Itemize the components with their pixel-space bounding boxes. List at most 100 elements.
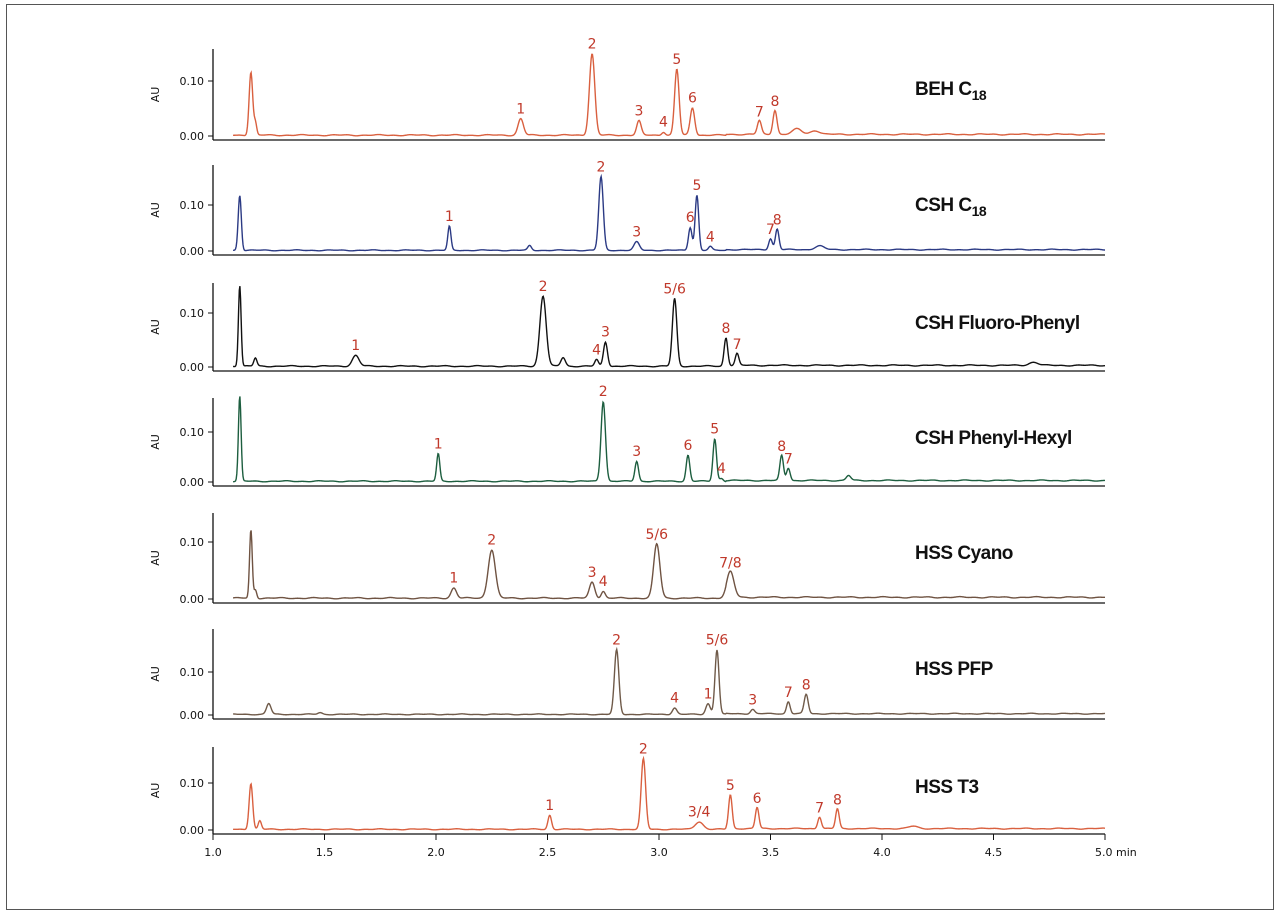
peak-label: 8: [770, 94, 779, 110]
column-title: HSS PFP: [915, 659, 994, 680]
y-tick-label: 0.10: [180, 307, 205, 320]
peak-label: 8: [777, 439, 786, 455]
chromatogram-trace: [233, 755, 1106, 831]
x-tick-label: 5.0 min: [1095, 846, 1137, 859]
peak-label: 8: [802, 678, 811, 694]
x-tick-label: 2.0: [427, 846, 445, 859]
peak-label: 1: [434, 437, 443, 453]
peak-label: 2: [487, 533, 496, 549]
y-tick-label: 0.10: [180, 666, 205, 679]
y-tick-label: 0.10: [180, 777, 205, 790]
chromatogram-trace: [233, 646, 1106, 716]
y-axis-label: AU: [149, 87, 162, 103]
peak-label: 7: [784, 452, 793, 468]
column-title: CSH Phenyl-Hexyl: [915, 428, 1072, 449]
panel-5: 0.00 0.10 AU 1 2 34 5/6 7/8 HSS Cyano: [149, 513, 1105, 606]
peak-label: 6: [686, 210, 695, 226]
column-title: HSS T3: [915, 777, 979, 798]
column-title-subscript: 18: [972, 203, 987, 219]
panel-4: 0.00 0.10 AU 1 2 3 6 5 4 87 CSH Phenyl-Hexyl: [149, 384, 1105, 489]
column-title: BEH C18: [915, 79, 987, 103]
y-tick-label: 0.00: [180, 361, 205, 374]
panel-7: 0.00 0.10 AU 1 2 3/4 5 6 7 8 HSS T3: [149, 742, 1106, 837]
peak-label: 1: [516, 102, 525, 118]
peak-label: 3/4: [688, 804, 711, 820]
y-tick-label: 0.00: [180, 130, 205, 143]
y-tick-label: 0.10: [180, 426, 205, 439]
y-axis-label: AU: [149, 434, 162, 450]
peak-label: 4: [659, 115, 668, 131]
peak-label: 4: [592, 343, 601, 359]
peak-label: 6: [688, 91, 697, 107]
peak-label: 8: [721, 321, 730, 337]
column-title-subscript: 18: [972, 87, 987, 103]
peak-label: 3: [632, 225, 641, 241]
x-tick-label: 1.0: [204, 846, 222, 859]
peak-label: 1: [351, 338, 360, 354]
peak-label: 2: [599, 384, 608, 400]
chromatogram-trace: [232, 530, 1105, 600]
peak-label: 7: [733, 337, 742, 353]
peak-label: 5/6: [663, 282, 686, 298]
y-axis-label: AU: [149, 550, 162, 566]
x-tick-label: 1.5: [316, 846, 334, 859]
x-tick-label: 4.0: [873, 846, 891, 859]
chromatogram-trace: [233, 286, 1106, 368]
peak-label: 5: [710, 422, 719, 438]
x-axis: 1.0 1.5 2.0 2.5 3.0 3.5 4.0 4.5 5.0 min: [204, 834, 1137, 859]
peak-label: 5/6: [646, 527, 669, 543]
peak-label: 8: [833, 792, 842, 808]
y-tick-label: 0.10: [180, 536, 205, 549]
panel-3: 0.00 0.10 AU 1 2 43 5/6 87 CSH Fluoro-Phenyl: [149, 279, 1106, 374]
peak-label: 5: [672, 52, 681, 68]
peak-label: 4: [706, 229, 715, 245]
y-axis-label: AU: [149, 202, 162, 218]
y-axis-label: AU: [149, 666, 162, 682]
column-title: CSH Fluoro-Phenyl: [915, 313, 1080, 334]
peak-label: 7: [784, 685, 793, 701]
y-tick-label: 0.10: [180, 199, 205, 212]
peak-label: 4: [670, 691, 679, 707]
chromatogram-trace: [233, 173, 1106, 252]
x-tick-label: 3.5: [762, 846, 780, 859]
panel-6: 0.00 0.10 AU 2 4 1 5/6 3 7 8 HSS PFP: [149, 629, 1106, 722]
peak-label: 4: [717, 461, 726, 477]
y-tick-label: 0.00: [180, 245, 205, 258]
y-tick-label: 0.10: [180, 75, 205, 88]
y-tick-label: 0.00: [180, 476, 205, 489]
peak-label: 3: [632, 444, 641, 460]
peak-label: 3: [588, 565, 597, 581]
column-title: CSH C18: [915, 195, 987, 219]
peak-label: 5: [726, 778, 735, 794]
peak-label: 7: [815, 800, 824, 816]
peak-label: 2: [639, 742, 648, 758]
peak-label: 3: [748, 693, 757, 709]
peak-label: 2: [539, 279, 548, 295]
y-tick-label: 0.00: [180, 593, 205, 606]
peak-label: 1: [449, 571, 458, 587]
peak-label: 7: [755, 104, 764, 120]
panel-2: 0.00 0.10 AU 1 2 3 6 5 4 78 CSH C18: [149, 159, 1106, 258]
peak-label: 4: [599, 574, 608, 590]
peak-label: 2: [612, 633, 621, 649]
peak-label: 1: [445, 209, 454, 225]
y-tick-label: 0.00: [180, 709, 205, 722]
chromatogram-trace: [233, 53, 1106, 137]
peak-label: 1: [704, 686, 713, 702]
figure-frame: 0.00 0.10 AU 1 2 3 4 5 6 7 8 BEH C18 0.00 0.10 AU 1 2 3 6 5…: [6, 4, 1274, 910]
peak-label: 3: [634, 104, 643, 120]
x-tick-label: 4.5: [985, 846, 1003, 859]
peak-label: 6: [753, 791, 762, 807]
peak-label: 1: [545, 798, 554, 814]
chromatogram-trace: [233, 396, 1105, 483]
peak-label: 3: [601, 325, 610, 341]
peak-label: 6: [684, 438, 693, 454]
x-tick-label: 3.0: [650, 846, 668, 859]
y-axis-label: AU: [149, 319, 162, 335]
peak-label: 8: [773, 212, 782, 228]
y-axis-label: AU: [149, 783, 162, 799]
y-tick-label: 0.00: [180, 824, 205, 837]
peak-label: 5/6: [706, 633, 729, 649]
